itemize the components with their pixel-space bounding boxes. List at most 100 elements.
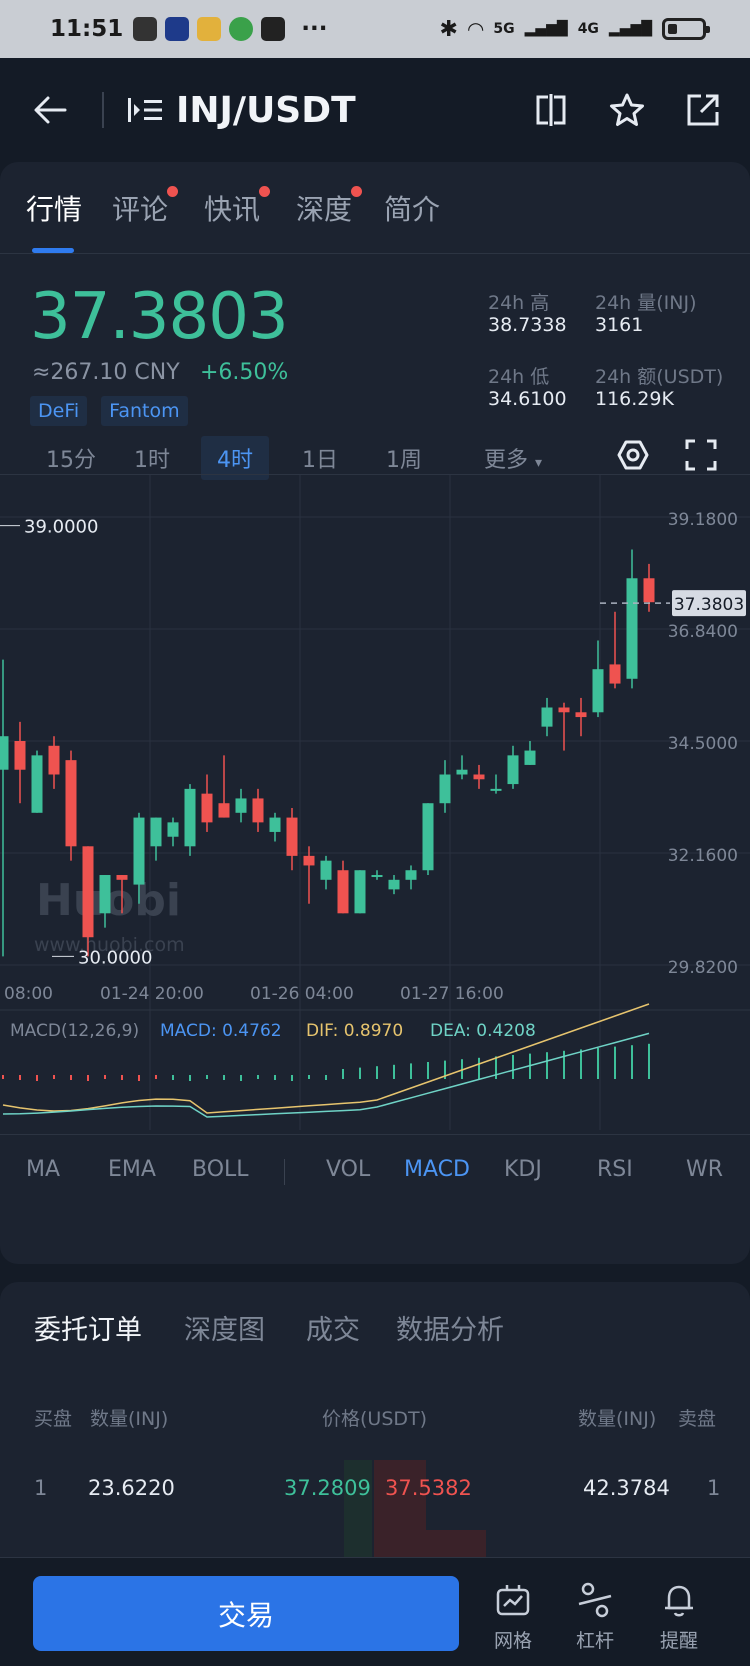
pair-title[interactable]: INJ/USDT <box>176 89 356 131</box>
candle <box>99 875 111 928</box>
candle <box>201 774 213 832</box>
active-tab-indicator <box>32 248 74 253</box>
candle <box>150 817 162 861</box>
candle-body <box>541 707 553 727</box>
network-5g: 5G <box>493 21 515 37</box>
bid-price: 37.2809 <box>284 1476 371 1500</box>
indicator-vol[interactable]: VOL <box>326 1157 371 1182</box>
macd-histogram <box>2 1043 650 1081</box>
candle <box>82 846 94 957</box>
tab-intro[interactable]: 简介 <box>384 193 441 226</box>
wifi-icon: ◠ <box>467 17 484 41</box>
indicator-divider <box>284 1159 285 1185</box>
min-price-label: 30.0000 <box>78 947 152 968</box>
period-more[interactable]: 更多 ▾ <box>484 448 543 473</box>
candle <box>303 846 315 904</box>
kline-chart[interactable]: Huobiwww.huobi.com39.180036.840034.50003… <box>0 474 750 1134</box>
period-1w[interactable]: 1周 <box>386 448 422 473</box>
candle-body <box>201 793 213 823</box>
candle-body <box>65 760 77 847</box>
indicator-macd[interactable]: MACD <box>404 1157 470 1182</box>
indicator-ema[interactable]: EMA <box>108 1157 156 1182</box>
candle-body <box>592 669 604 713</box>
tag-defi[interactable]: DeFi <box>30 396 88 426</box>
indicator-boll[interactable]: BOLL <box>192 1157 249 1182</box>
chart-settings-icon[interactable] <box>616 438 650 472</box>
back-button[interactable] <box>28 88 72 132</box>
y-axis-label: 39.1800 <box>668 510 738 530</box>
share-button[interactable] <box>684 91 722 129</box>
candle-body <box>184 788 196 847</box>
leverage-button[interactable]: 杠杆 <box>560 1580 630 1653</box>
period-1d[interactable]: 1日 <box>302 448 338 473</box>
amount-value: 116.29K <box>595 388 674 410</box>
period-15m[interactable]: 15分 <box>46 448 96 473</box>
low-value: 34.6100 <box>488 388 567 410</box>
mail-icon <box>197 17 222 41</box>
indicator-ma[interactable]: MA <box>26 1157 61 1182</box>
tab-depth-chart[interactable]: 深度图 <box>184 1315 265 1346</box>
candle <box>337 860 349 914</box>
order-book: 委托订单 深度图 成交 数据分析 买盘 数量(INJ) 价格(USDT) 数量(… <box>0 1282 750 1572</box>
tab-news[interactable]: 快讯 <box>204 186 271 228</box>
candle <box>490 774 502 794</box>
grid-button[interactable]: 网格 <box>478 1580 548 1653</box>
candle-body <box>422 803 434 871</box>
tag-fantom[interactable]: Fantom <box>101 396 188 426</box>
indicator-wr[interactable]: WR <box>686 1157 724 1182</box>
pair-menu-icon[interactable] <box>128 96 162 124</box>
grid-bot-icon <box>496 1585 530 1616</box>
dropdown-caret-icon: ▾ <box>535 455 543 471</box>
candle <box>473 764 485 789</box>
candle-body <box>354 870 366 914</box>
leverage-icon <box>578 1582 612 1618</box>
candle <box>269 812 281 842</box>
trade-button[interactable]: 交易 <box>33 1576 459 1651</box>
notification-dot <box>259 186 271 197</box>
amount-label: 24h 额(USDT) <box>595 366 724 388</box>
compare-button[interactable] <box>532 91 570 129</box>
tab-orders[interactable]: 委托订单 <box>34 1315 142 1346</box>
app-notification-icon <box>165 17 190 41</box>
x-axis-label: 01-27 16:00 <box>400 984 504 1004</box>
indicator-kdj[interactable]: KDJ <box>504 1157 542 1182</box>
alert-label: 提醒 <box>659 1630 698 1652</box>
bottom-bar: 交易 网格 杠杆 提醒 <box>0 1557 750 1666</box>
candle-body <box>405 870 417 880</box>
fullscreen-icon[interactable] <box>684 438 718 472</box>
macd-legend: DIF: 0.8970 <box>306 1021 403 1041</box>
candle-body <box>626 578 638 679</box>
candle-body <box>99 875 111 914</box>
candle-body <box>133 817 145 885</box>
indicator-tabs: MA EMA BOLL VOL MACD KDJ RSI WR <box>0 1134 750 1204</box>
tab-comments[interactable]: 评论 <box>112 186 179 228</box>
indicator-rsi[interactable]: RSI <box>597 1157 633 1182</box>
candle <box>31 750 43 813</box>
last-price-tag: 37.3803 <box>674 595 744 615</box>
candle-body <box>48 745 60 775</box>
favorite-button[interactable] <box>608 91 646 129</box>
candle-body <box>150 817 162 847</box>
tab-depth[interactable]: 深度 <box>296 186 363 228</box>
candle-body <box>320 860 332 880</box>
tab-data-analysis[interactable]: 数据分析 <box>396 1315 504 1346</box>
tab-trades[interactable]: 成交 <box>306 1315 360 1346</box>
candle-body <box>609 664 621 684</box>
period-4h[interactable]: 4时 <box>201 436 269 480</box>
candle <box>456 755 468 780</box>
tab-market[interactable]: 行情 <box>26 193 83 226</box>
bell-icon <box>665 1585 693 1617</box>
candle-body <box>456 769 468 775</box>
shield-icon <box>229 17 254 41</box>
candle-body <box>235 798 247 813</box>
dea-line <box>2 1032 650 1118</box>
ask-qty: 42.3784 <box>583 1476 670 1500</box>
candle <box>575 697 587 737</box>
x-axis-label: 01-26 04:00 <box>250 984 354 1004</box>
candle <box>388 875 400 895</box>
candle <box>320 855 332 890</box>
period-1h[interactable]: 1时 <box>134 448 170 473</box>
alert-button[interactable]: 提醒 <box>644 1580 714 1653</box>
price-change: +6.50% <box>200 360 289 385</box>
candle <box>65 750 77 861</box>
